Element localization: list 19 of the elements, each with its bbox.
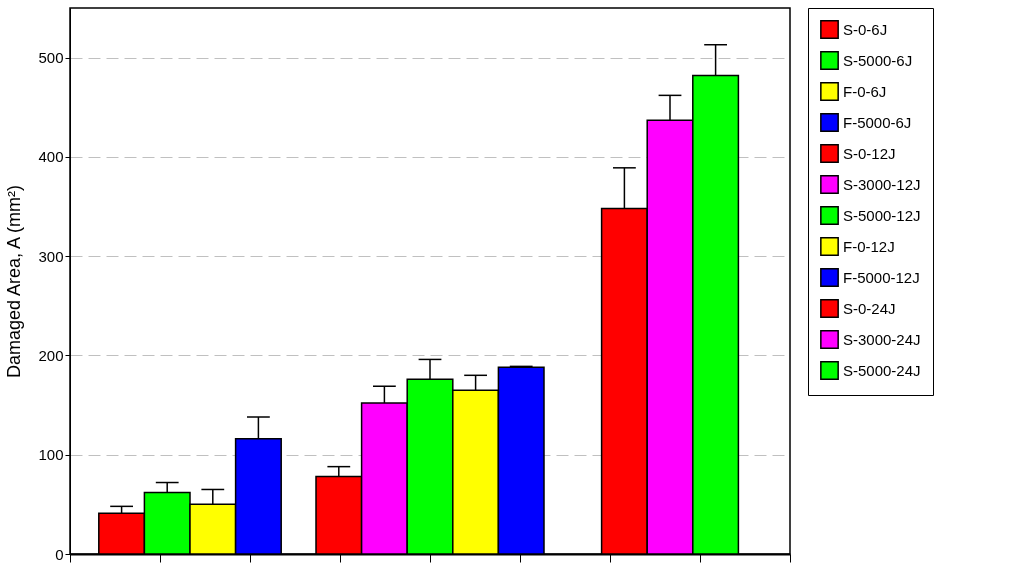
legend-label: S-3000-12J [843,175,921,193]
legend-label: F-0-6J [843,82,887,100]
y-tick-label: 200 [38,346,64,364]
y-tick-label: 400 [38,148,64,166]
legend-label: S-5000-12J [843,206,921,224]
legend-label: S-5000-24J [843,361,921,379]
legend-label: S-0-24J [843,299,896,317]
legend-label: F-5000-12J [843,268,920,286]
legend-label: S-5000-6J [843,51,913,69]
legend-label: F-5000-6J [843,113,912,131]
legend-label: S-0-6J [843,20,888,38]
y-axis-title: Damaged Area, A (mm²) [4,184,25,379]
y-tick-label: 0 [55,545,64,563]
y-tick-label: 100 [38,446,64,464]
legend-label: F-0-12J [843,237,895,255]
y-tick-label: 500 [38,49,64,67]
y-tick-label: 300 [38,247,64,265]
legend-label: S-3000-24J [843,330,921,348]
legend-label: S-0-12J [843,144,896,162]
